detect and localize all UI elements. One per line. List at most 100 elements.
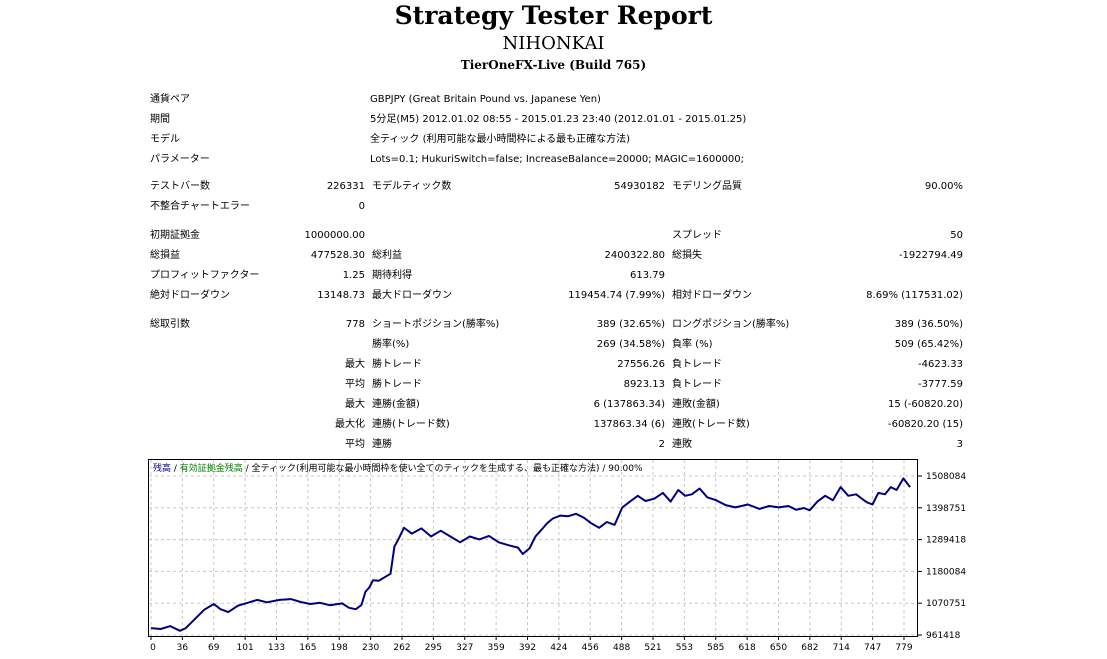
win-rate-label: 勝率(%): [372, 339, 410, 350]
loss-rate-label: 負率 (%): [672, 339, 713, 350]
x-tick-label: 488: [613, 643, 630, 653]
bars-label: テストバー数: [150, 181, 210, 192]
x-tick-label: 133: [268, 643, 285, 653]
cons-loss-label: 連敗(トレード数): [672, 419, 750, 430]
ticks-label: モデルティック数: [372, 181, 452, 192]
deposit-label: 初期証拠金: [150, 230, 200, 241]
y-tick-label: 1398751: [926, 504, 966, 514]
max-consecutive-prefix: 最大: [345, 399, 365, 410]
legend-balance: 残高: [153, 462, 171, 474]
cons-profit-value: 137863.34 (6): [593, 419, 665, 430]
server-build: TierOneFX-Live (Build 765): [460, 58, 647, 72]
period-value: 5分足(M5) 2012.01.02 08:55 - 2015.01.23 23…: [370, 114, 747, 125]
long-positions-value: 389 (36.50%): [894, 319, 963, 330]
profit-factor-value: 1.25: [342, 270, 365, 281]
x-axis: 0 36 69 101 133 165 198 230 262 295 327 359 392 424 45…: [150, 637, 913, 653]
avg-win-label: 勝トレード: [372, 379, 422, 390]
quality-value: 90.00%: [924, 181, 963, 192]
spread-value: 50: [950, 230, 963, 241]
params-label: パラメーター: [150, 154, 210, 165]
gross-loss-label: 総損失: [672, 250, 702, 261]
mismatch-value: 0: [358, 201, 365, 212]
model-value: 全ティック (利用可能な最小時間枠による最も正確な方法): [370, 134, 631, 145]
bars-value: 226331: [326, 181, 365, 192]
series-group: [150, 477, 911, 632]
cons-losses-value: 15 (-60820.20): [887, 399, 963, 410]
cons-losses-label: 連敗(金額): [672, 399, 720, 410]
avg-cons-losses-value: 3: [956, 439, 963, 450]
x-tick-label: 682: [801, 643, 818, 653]
total-trades-label: 総取引数: [150, 319, 190, 330]
x-tick-label: 585: [707, 643, 724, 653]
max-drawdown-value: 119454.74 (7.99%): [568, 290, 665, 301]
plot-frame: [148, 459, 918, 637]
x-tick-label: 553: [676, 643, 693, 653]
y-tick-label: 1508084: [926, 472, 966, 482]
avg-win-value: 8923.13: [623, 379, 665, 390]
expected-payoff-label: 期待利得: [372, 270, 412, 281]
abs-drawdown-value: 13148.73: [317, 290, 365, 301]
grid: [149, 460, 917, 636]
x-tick-label: 36: [177, 643, 189, 653]
short-positions-label: ショートポジション(勝率%): [372, 319, 500, 330]
cons-profit-label: 連勝(トレード数): [372, 419, 450, 430]
short-positions-value: 389 (32.65%): [596, 319, 665, 330]
largest-loss-value: -4623.33: [918, 359, 963, 370]
x-tick-label: 618: [739, 643, 756, 653]
x-tick-label: 650: [770, 643, 787, 653]
quality-label: モデリング品質: [672, 181, 742, 192]
expert-name: NIHONKAI: [502, 33, 605, 54]
largest-loss-label: 負トレード: [672, 359, 722, 370]
chart-legend: 残高 / 有効証拠金残高 / 全ティック(利用可能な最小時間枠を使い全てのティッ…: [153, 462, 643, 474]
period-label: 期間: [150, 114, 170, 125]
abs-drawdown-label: 絶対ドローダウン: [150, 290, 230, 301]
x-tick-label: 521: [644, 643, 661, 653]
params-value: Lots=0.1; HukuriSwitch=false; IncreaseBa…: [370, 154, 745, 165]
x-tick-label: 101: [237, 643, 254, 653]
average-prefix: 平均: [345, 379, 365, 390]
x-tick-label: 165: [299, 643, 316, 653]
x-tick-label: 295: [425, 643, 442, 653]
legend-description: / 全ティック(利用可能な最小時間枠を使い全てのティックを生成する、最も正確な方…: [243, 462, 643, 474]
y-axis: 1508084 1398751 1289418 1180084 1070751 96141…: [918, 472, 966, 641]
net-profit-value: 477528.30: [310, 250, 365, 261]
profit-factor-label: プロフィットファクター: [150, 270, 260, 281]
y-tick-label: 1180084: [926, 567, 966, 577]
rel-drawdown-label: 相対ドローダウン: [672, 290, 752, 301]
mismatch-label: 不整合チャートエラー: [150, 201, 250, 212]
long-positions-label: ロングポジション(勝率%): [672, 319, 790, 330]
rel-drawdown-value: 8.69% (117531.02): [866, 290, 963, 301]
avg-loss-value: -3777.59: [918, 379, 963, 390]
y-tick-label: 1289418: [926, 536, 966, 546]
maximal-prefix: 最大化: [335, 419, 365, 430]
gross-profit-label: 総利益: [372, 250, 402, 261]
ticks-value: 54930182: [614, 181, 665, 192]
deposit-value: 1000000.00: [304, 230, 365, 241]
report-title: Strategy Tester Report: [394, 1, 713, 30]
x-tick-label: 262: [393, 643, 410, 653]
average-consecutive-prefix: 平均: [345, 439, 365, 450]
largest-prefix: 最大: [345, 359, 365, 370]
largest-win-label: 勝トレード: [372, 359, 422, 370]
model-label: モデル: [150, 134, 180, 145]
gross-profit-value: 2400322.80: [604, 250, 665, 261]
net-profit-label: 総損益: [150, 250, 180, 261]
win-rate-value: 269 (34.58%): [596, 339, 665, 350]
x-tick-label: 456: [582, 643, 599, 653]
x-tick-label: 779: [895, 643, 912, 653]
balance-chart: 残高 / 有効証拠金残高 / 全ティック(利用可能な最小時間枠を使い全てのティッ…: [148, 459, 966, 655]
balance-chart-svg: 残高 / 有効証拠金残高 / 全ティック(利用可能な最小時間枠を使い全てのティッ…: [148, 459, 966, 653]
cons-wins-label: 連勝(金額): [372, 399, 420, 410]
x-tick-label: 0: [150, 643, 156, 653]
total-trades-value: 778: [345, 319, 365, 330]
legend-separator: /: [171, 464, 180, 474]
loss-rate-value: 509 (65.42%): [894, 339, 963, 350]
x-tick-label: 359: [488, 643, 505, 653]
x-tick-label: 424: [550, 643, 567, 653]
symbol-value: GBPJPY (Great Britain Pound vs. Japanese…: [370, 94, 601, 105]
x-tick-label: 747: [864, 643, 881, 653]
balance-line: [150, 477, 911, 632]
x-tick-label: 714: [833, 643, 850, 653]
cons-wins-value: 6 (137863.34): [593, 399, 665, 410]
gross-loss-value: -1922794.49: [898, 250, 963, 261]
